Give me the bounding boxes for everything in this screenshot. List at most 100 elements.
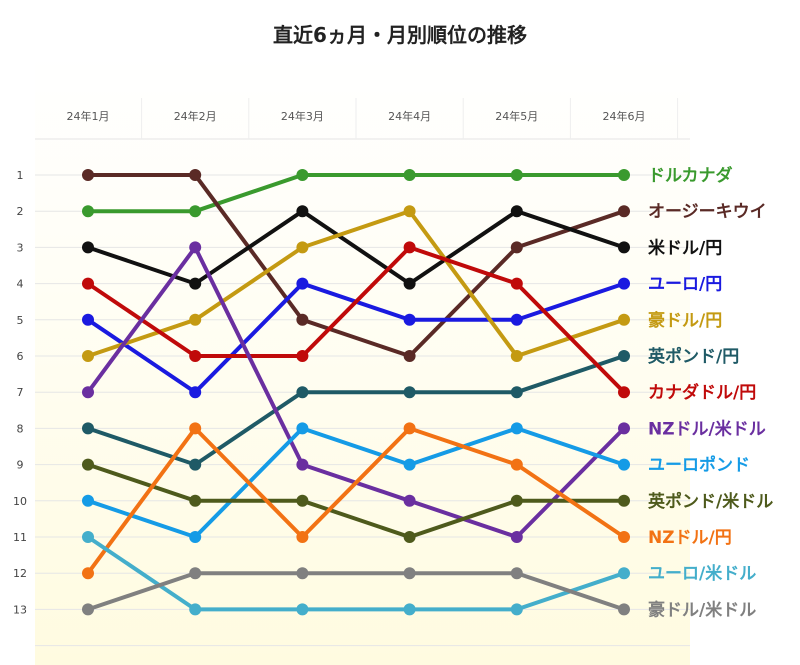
data-point xyxy=(82,241,94,254)
x-tick-label: 24年2月 xyxy=(174,109,217,123)
data-point xyxy=(82,567,94,580)
series-line xyxy=(86,208,626,359)
series-line xyxy=(86,173,626,214)
series-label: ユーロポンド xyxy=(648,455,750,476)
data-point xyxy=(82,205,94,218)
data-point xyxy=(403,603,416,616)
data-point xyxy=(618,241,630,254)
data-point xyxy=(296,422,309,435)
series-line xyxy=(86,173,626,359)
y-tick-label: 8 xyxy=(17,422,24,435)
y-tick-label: 2 xyxy=(17,205,24,218)
data-point xyxy=(403,386,416,399)
data-point xyxy=(510,531,523,543)
data-point xyxy=(296,494,309,507)
series-group xyxy=(82,205,630,362)
y-tick-label: 9 xyxy=(17,459,24,472)
data-point xyxy=(82,603,94,616)
x-tick-label: 24年3月 xyxy=(281,109,324,123)
series-lines xyxy=(82,169,630,616)
data-point xyxy=(82,277,94,290)
x-tick-label: 24年5月 xyxy=(495,109,538,123)
series-line xyxy=(86,245,626,395)
data-point xyxy=(82,386,94,399)
data-point xyxy=(296,350,309,362)
data-point xyxy=(618,603,630,616)
data-point xyxy=(296,277,309,290)
data-point xyxy=(189,313,202,326)
data-point xyxy=(403,531,416,543)
data-point xyxy=(296,241,309,254)
series-label: カナダドル/円 xyxy=(648,382,756,403)
data-point xyxy=(618,386,630,399)
chart-title: 直近6ヵ月・月別順位の推移 xyxy=(273,23,527,47)
data-point xyxy=(189,531,202,543)
series-labels: ドルカナダオージーキウイ米ドル/円ユーロ/円豪ドル/円英ポンド/円カナダドル/円… xyxy=(648,165,773,620)
series-line xyxy=(86,425,626,576)
data-point xyxy=(189,494,202,507)
data-point xyxy=(189,603,202,616)
data-point xyxy=(510,241,523,254)
data-point xyxy=(82,422,94,435)
data-point xyxy=(403,277,416,290)
data-point xyxy=(296,603,309,616)
series-label: ユーロ/米ドル xyxy=(648,563,756,584)
data-point xyxy=(189,350,202,362)
data-point xyxy=(618,350,630,362)
data-point xyxy=(618,205,630,218)
data-point xyxy=(296,205,309,218)
data-point xyxy=(510,567,523,580)
data-point xyxy=(618,277,630,290)
y-tick-label: 13 xyxy=(13,603,27,616)
y-tick-label: 1 xyxy=(17,169,24,182)
data-point xyxy=(618,422,630,435)
data-point xyxy=(618,458,630,471)
x-axis-ticks: 24年1月 24年2月 24年3月 24年4月 24年5月 24年6月 xyxy=(67,109,646,123)
data-point xyxy=(189,422,202,435)
data-point xyxy=(510,386,523,399)
x-tick-label: 24年4月 xyxy=(388,109,431,123)
data-point xyxy=(403,313,416,326)
data-point xyxy=(403,458,416,471)
series-group xyxy=(82,422,630,543)
data-point xyxy=(618,313,630,326)
series-line xyxy=(86,535,626,612)
data-point xyxy=(189,241,202,254)
data-point xyxy=(189,567,202,580)
data-point xyxy=(82,531,94,543)
series-line xyxy=(86,354,626,467)
data-point xyxy=(296,531,309,543)
data-point xyxy=(296,169,309,181)
data-point xyxy=(510,458,523,471)
series-group xyxy=(82,422,630,580)
data-point xyxy=(82,169,94,181)
data-point xyxy=(82,313,94,326)
y-tick-label: 10 xyxy=(13,495,27,508)
data-point xyxy=(189,169,202,181)
data-point xyxy=(510,494,523,507)
series-line xyxy=(86,426,626,540)
data-point xyxy=(510,169,523,181)
data-point xyxy=(510,422,523,435)
data-point xyxy=(618,567,630,580)
data-point xyxy=(403,422,416,435)
series-line xyxy=(86,208,626,287)
data-point xyxy=(510,313,523,326)
series-label: 豪ドル/円 xyxy=(648,310,722,331)
series-label: ドルカナダ xyxy=(648,165,733,186)
y-tick-label: 6 xyxy=(17,350,24,363)
data-point xyxy=(510,603,523,616)
data-point xyxy=(189,458,202,471)
series-label: ユーロ/円 xyxy=(648,275,722,295)
data-point xyxy=(296,458,309,471)
y-tick-label: 5 xyxy=(17,314,24,327)
data-point xyxy=(618,169,630,181)
y-tick-label: 12 xyxy=(13,567,27,580)
data-point xyxy=(189,277,202,290)
y-tick-label: 4 xyxy=(17,278,24,291)
data-point xyxy=(403,567,416,580)
data-point xyxy=(403,494,416,507)
